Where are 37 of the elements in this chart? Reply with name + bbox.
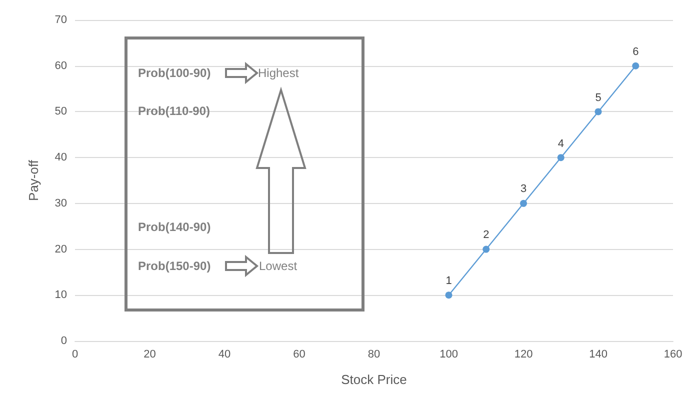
point bbox=[445, 292, 452, 299]
annotation: 1 bbox=[446, 274, 452, 288]
annotation: Prob(100-90) bbox=[138, 66, 211, 80]
y-tick-label: 10 bbox=[54, 289, 67, 302]
annotation: Highest bbox=[258, 66, 299, 80]
x-tick-label: 60 bbox=[293, 348, 306, 360]
annotation: 5 bbox=[595, 90, 602, 105]
y-tick-label: 50 bbox=[54, 106, 67, 118]
x-tick-label: 140 bbox=[589, 348, 608, 360]
annotation: 4 bbox=[558, 136, 564, 151]
annotation: Lowest bbox=[259, 259, 298, 273]
annotation: Prob(140-90) bbox=[138, 220, 211, 234]
annotation: Prob(110-90) bbox=[138, 104, 210, 118]
y-tick-label: 30 bbox=[54, 197, 67, 210]
x-axis-title: Stock Price bbox=[341, 372, 407, 387]
x-tick-label: 0 bbox=[72, 348, 78, 360]
annotation: 2 bbox=[483, 228, 490, 242]
x-tick-label: 120 bbox=[514, 348, 533, 360]
y-tick-label: 0 bbox=[60, 335, 67, 347]
y-tick-label: 20 bbox=[54, 243, 67, 256]
y-tick-label: 60 bbox=[54, 60, 67, 72]
y-tick-label: 40 bbox=[54, 152, 67, 164]
x-tick-label: 40 bbox=[218, 348, 231, 360]
x-tick-label: 100 bbox=[440, 348, 458, 360]
y-axis-title: Pay-off bbox=[26, 160, 41, 201]
point bbox=[482, 246, 490, 253]
point bbox=[557, 154, 564, 162]
point bbox=[632, 62, 640, 70]
y-tick-label: 70 bbox=[54, 14, 67, 26]
x-tick-label: 160 bbox=[664, 348, 682, 360]
point bbox=[594, 108, 602, 116]
x-tick-label: 20 bbox=[144, 348, 156, 360]
annotation: Prob(150-90) bbox=[138, 259, 211, 273]
annotation: 3 bbox=[520, 182, 527, 196]
x-tick-label: 80 bbox=[368, 348, 380, 360]
point bbox=[520, 200, 527, 207]
annotation: 6 bbox=[632, 44, 639, 59]
